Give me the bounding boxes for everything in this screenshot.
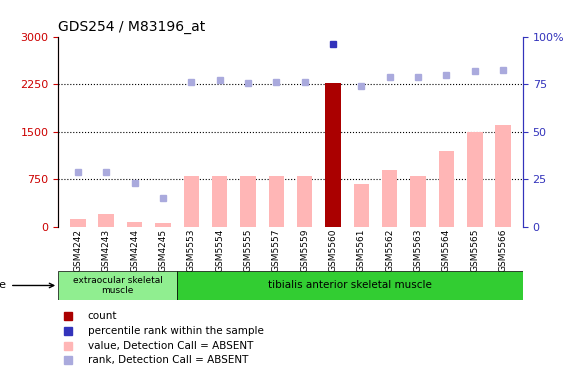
Bar bbox=[354, 184, 369, 227]
Text: rank, Detection Call = ABSENT: rank, Detection Call = ABSENT bbox=[88, 355, 248, 365]
Bar bbox=[297, 176, 313, 227]
Bar bbox=[70, 219, 86, 227]
Bar bbox=[467, 132, 482, 227]
Text: GSM5561: GSM5561 bbox=[357, 229, 366, 272]
Text: GSM5564: GSM5564 bbox=[442, 229, 451, 272]
Bar bbox=[127, 222, 142, 227]
Bar bbox=[268, 176, 284, 227]
Text: GSM5565: GSM5565 bbox=[470, 229, 479, 272]
Bar bbox=[212, 176, 227, 227]
Text: GSM4244: GSM4244 bbox=[130, 229, 139, 272]
Bar bbox=[155, 223, 171, 227]
Text: GSM5562: GSM5562 bbox=[385, 229, 394, 272]
Text: percentile rank within the sample: percentile rank within the sample bbox=[88, 326, 264, 336]
FancyBboxPatch shape bbox=[58, 271, 177, 300]
FancyBboxPatch shape bbox=[177, 271, 523, 300]
Text: GSM4242: GSM4242 bbox=[73, 229, 83, 272]
Text: value, Detection Call = ABSENT: value, Detection Call = ABSENT bbox=[88, 340, 253, 351]
Bar bbox=[410, 176, 426, 227]
Bar bbox=[240, 176, 256, 227]
Bar bbox=[184, 176, 199, 227]
Text: count: count bbox=[88, 311, 117, 321]
Text: GSM5553: GSM5553 bbox=[187, 229, 196, 272]
Bar bbox=[439, 151, 454, 227]
Text: GDS254 / M83196_at: GDS254 / M83196_at bbox=[58, 20, 205, 34]
Bar bbox=[99, 214, 114, 227]
Text: extraocular skeletal
muscle: extraocular skeletal muscle bbox=[73, 276, 163, 295]
Text: GSM5566: GSM5566 bbox=[498, 229, 508, 272]
Text: GSM5560: GSM5560 bbox=[328, 229, 338, 272]
Text: GSM5554: GSM5554 bbox=[215, 229, 224, 272]
Text: tibialis anterior skeletal muscle: tibialis anterior skeletal muscle bbox=[268, 280, 432, 291]
Text: GSM4245: GSM4245 bbox=[159, 229, 167, 272]
Text: GSM5557: GSM5557 bbox=[272, 229, 281, 272]
Bar bbox=[495, 126, 511, 227]
Text: GSM5559: GSM5559 bbox=[300, 229, 309, 272]
Text: tissue: tissue bbox=[0, 280, 54, 291]
Bar bbox=[325, 83, 341, 227]
Bar bbox=[382, 170, 397, 227]
Text: GSM4243: GSM4243 bbox=[102, 229, 111, 272]
Text: GSM5555: GSM5555 bbox=[243, 229, 253, 272]
Text: GSM5563: GSM5563 bbox=[414, 229, 422, 272]
